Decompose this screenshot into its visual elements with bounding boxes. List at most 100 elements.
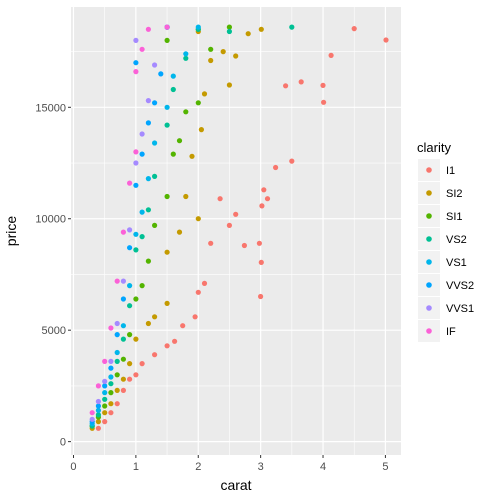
data-point <box>139 151 145 157</box>
data-point <box>164 37 170 44</box>
data-point <box>273 164 279 171</box>
y-tick-label: 0 <box>60 437 66 449</box>
data-point <box>217 196 223 202</box>
data-point <box>152 314 158 320</box>
data-point <box>127 227 133 233</box>
data-point <box>120 387 126 393</box>
legend-swatch <box>426 282 432 288</box>
data-point <box>259 203 265 209</box>
data-point <box>152 140 158 146</box>
data-point <box>170 86 176 93</box>
data-point <box>183 193 189 200</box>
data-point <box>95 412 101 418</box>
data-point <box>133 69 139 75</box>
data-point <box>133 37 139 44</box>
data-point <box>164 343 170 349</box>
data-point <box>127 332 133 338</box>
data-point <box>256 240 262 246</box>
data-point <box>133 231 139 237</box>
data-point <box>145 120 151 126</box>
x-tick-label: 2 <box>195 461 201 473</box>
legend-label: SI1 <box>446 211 463 223</box>
data-point <box>145 207 151 213</box>
data-point <box>102 419 108 425</box>
data-point <box>108 365 114 371</box>
data-point <box>145 320 151 327</box>
data-point <box>195 100 201 106</box>
data-point <box>189 153 195 159</box>
data-point <box>102 390 108 396</box>
data-point <box>170 151 176 157</box>
legend-swatch <box>426 328 432 334</box>
data-point <box>114 320 120 327</box>
data-point <box>139 361 145 367</box>
data-point <box>102 378 108 384</box>
data-point <box>258 26 264 32</box>
data-point <box>258 259 264 265</box>
data-point <box>120 296 126 302</box>
series-vs1 <box>89 24 201 427</box>
data-point <box>133 336 139 342</box>
data-point <box>127 361 133 367</box>
legend-label: VS2 <box>446 234 467 246</box>
x-tick-label: 5 <box>382 461 388 473</box>
y-tick-label: 15000 <box>35 102 66 114</box>
data-point <box>133 182 139 188</box>
data-point <box>180 323 186 329</box>
data-point <box>108 381 114 387</box>
data-point <box>127 376 133 382</box>
data-point <box>383 37 389 43</box>
data-point <box>108 325 114 331</box>
data-point <box>208 57 214 64</box>
data-point <box>164 122 170 128</box>
data-point <box>208 240 214 246</box>
legend-title: clarity <box>417 140 451 155</box>
data-points <box>89 24 389 431</box>
data-point <box>95 398 101 405</box>
data-point <box>298 79 304 85</box>
series-i1 <box>95 26 389 431</box>
data-point <box>152 173 158 179</box>
plot-panel <box>71 7 401 455</box>
data-point <box>102 396 108 402</box>
data-point <box>176 138 183 144</box>
x-axis-ticks: 0 1 2 3 4 5 <box>70 455 388 473</box>
data-point <box>320 82 326 88</box>
data-point <box>127 303 133 309</box>
x-tick-label: 1 <box>133 461 139 473</box>
data-point <box>120 336 126 342</box>
data-point <box>114 332 120 338</box>
data-point <box>120 323 126 329</box>
data-point <box>164 104 170 110</box>
legend: clarity I1 SI2 SI1 VS2 VS1 VVS2 VVS1 IF <box>417 140 474 342</box>
data-point <box>139 209 145 215</box>
data-point <box>258 293 264 300</box>
y-axis-title: price <box>3 216 19 247</box>
data-point <box>89 410 95 416</box>
data-point <box>95 383 101 389</box>
y-axis-ticks: 0 5000 10000 15000 <box>35 102 71 449</box>
data-point <box>233 53 239 59</box>
data-point <box>241 242 247 249</box>
data-point <box>120 278 126 284</box>
data-point <box>133 160 139 166</box>
data-point <box>120 229 126 235</box>
data-point <box>133 296 139 302</box>
data-point <box>164 24 170 30</box>
data-point <box>192 314 198 320</box>
data-point <box>102 403 108 409</box>
data-point <box>328 52 334 59</box>
series-if <box>89 24 170 416</box>
data-point <box>114 358 120 364</box>
data-point <box>108 390 114 396</box>
legend-label: IF <box>446 326 456 338</box>
legend-swatch <box>426 213 432 219</box>
data-point <box>108 401 114 407</box>
x-tick-label: 3 <box>258 461 264 473</box>
data-point <box>139 46 145 52</box>
data-point <box>152 352 158 358</box>
legend-swatch <box>426 190 432 196</box>
data-point <box>183 109 189 115</box>
data-point <box>321 99 327 105</box>
x-axis-title: carat <box>220 477 251 493</box>
